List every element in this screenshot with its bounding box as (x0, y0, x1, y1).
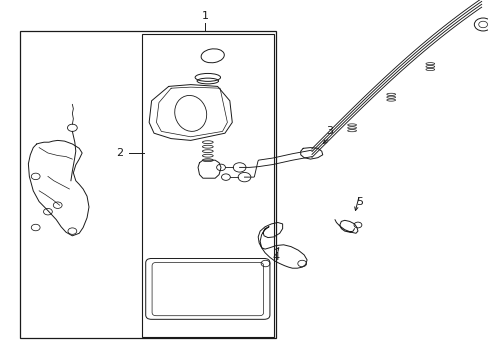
Text: 5: 5 (355, 197, 362, 207)
Bar (20, 31, 276, 338)
Bar (142, 34, 273, 337)
Text: 3: 3 (326, 126, 333, 136)
Text: 2: 2 (116, 148, 123, 158)
Text: 1: 1 (202, 11, 208, 21)
Text: 4: 4 (272, 252, 279, 262)
